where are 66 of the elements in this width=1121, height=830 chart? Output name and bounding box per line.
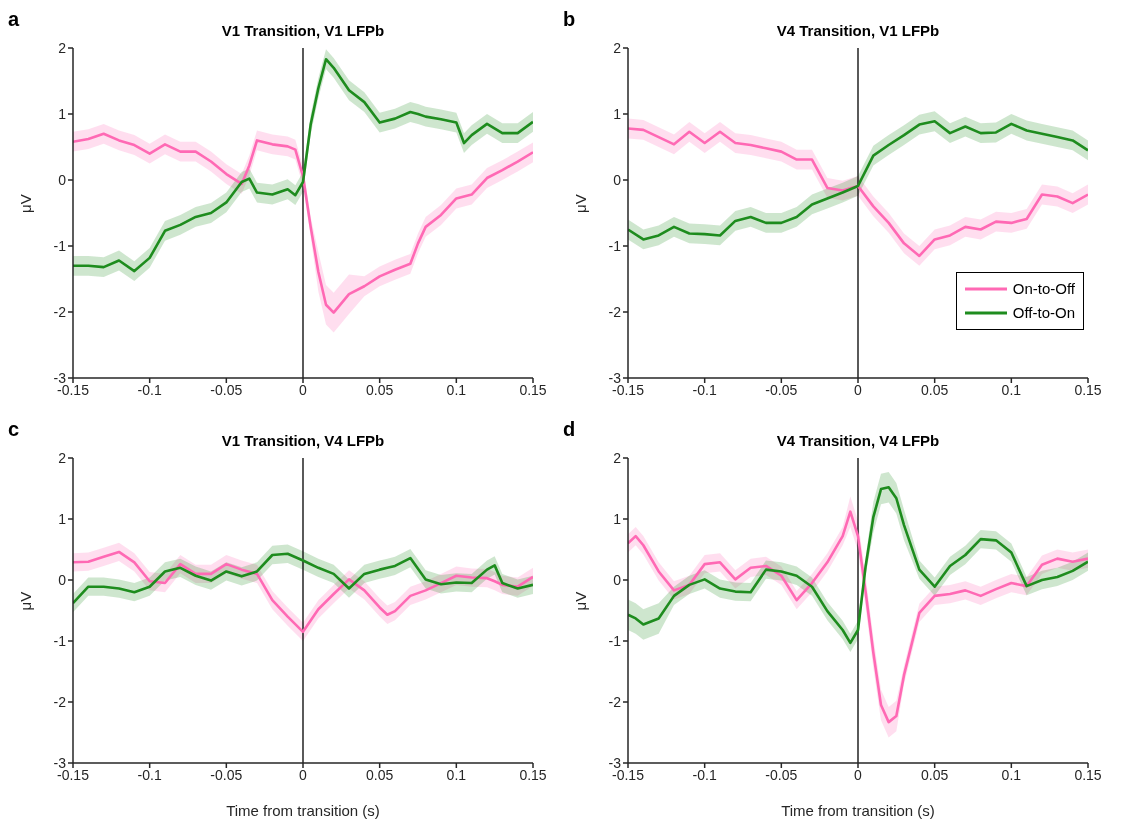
- x-axis-title: Time from transition (s): [781, 802, 935, 819]
- text: a: [8, 8, 20, 31]
- y-tick-label: 2: [613, 39, 622, 56]
- line-series: [73, 550, 533, 634]
- y-tick-label: 0: [58, 171, 67, 188]
- x-tick-label: 0: [854, 381, 863, 398]
- chart-title: V4 Transition, V1 LFPb: [775, 22, 941, 39]
- x-axis-title: Time from transition (s): [226, 802, 380, 819]
- x-tick-label: -0.05: [765, 766, 798, 783]
- x-tick-label: -0.1: [137, 381, 162, 398]
- y-tick-label: -1: [53, 237, 67, 254]
- x-tick-label: -0.1: [137, 766, 162, 783]
- x-tick-label: 0: [299, 766, 308, 783]
- chart-title: V1 Transition, V4 LFPb: [220, 432, 386, 449]
- x-tick-label: -0.1: [692, 766, 717, 783]
- text: c: [8, 418, 20, 441]
- y-tick-label: -3: [608, 369, 622, 386]
- chart-title: V1 Transition, V1 LFPb: [220, 22, 386, 39]
- y-axis-title: μV: [17, 591, 35, 611]
- x-tick-label: 0.05: [366, 381, 394, 398]
- x-tick-label: -0.05: [210, 381, 243, 398]
- y-axis-title: μV: [572, 591, 590, 611]
- x-tick-label: 0.1: [1001, 766, 1022, 783]
- x-tick-label: 0.15: [519, 381, 547, 398]
- x-tick-label: 0.05: [921, 766, 949, 783]
- y-tick-label: -1: [608, 237, 622, 254]
- text: d: [563, 418, 576, 441]
- text: b: [563, 8, 576, 31]
- y-tick-label: 2: [58, 449, 67, 466]
- y-axis-title: μV: [572, 194, 590, 213]
- x-tick-label: 0.1: [446, 766, 467, 783]
- legend-label: Off-to-On: [1012, 303, 1075, 324]
- chart-title: V4 Transition, V4 LFPb: [775, 432, 941, 449]
- y-tick-label: 1: [613, 510, 622, 527]
- y-tick-label: 2: [613, 449, 622, 466]
- x-tick-label: 0.1: [446, 381, 467, 398]
- y-tick-label: -2: [608, 303, 622, 320]
- x-tick-label: 0.15: [519, 766, 547, 783]
- x-tick-label: 0.1: [1001, 381, 1022, 398]
- x-tick-label: 0: [854, 766, 863, 783]
- y-tick-label: 1: [613, 105, 622, 122]
- y-tick-label: 1: [58, 105, 67, 122]
- x-tick-label: -0.1: [692, 381, 717, 398]
- x-tick-label: 0.05: [366, 766, 394, 783]
- y-tick-label: -3: [608, 754, 622, 771]
- x-tick-label: 0.15: [1074, 766, 1102, 783]
- x-tick-label: -0.05: [765, 381, 798, 398]
- y-tick-label: 0: [58, 571, 67, 588]
- legend-label: On-to-Off: [1012, 279, 1075, 300]
- y-tick-label: 0: [613, 571, 622, 588]
- x-tick-label: 0.05: [921, 381, 949, 398]
- y-tick-label: -3: [53, 754, 67, 771]
- y-tick-label: -3: [53, 369, 67, 386]
- x-tick-label: -0.05: [210, 766, 243, 783]
- y-tick-label: -2: [53, 693, 67, 710]
- y-tick-label: -1: [608, 632, 622, 649]
- y-tick-label: 1: [58, 510, 67, 527]
- y-tick-label: -1: [53, 632, 67, 649]
- y-tick-label: 2: [58, 39, 67, 56]
- x-tick-label: 0: [299, 381, 308, 398]
- line-series: [73, 552, 533, 605]
- y-tick-label: 0: [613, 171, 622, 188]
- y-tick-label: -2: [53, 303, 67, 320]
- y-axis-title: μV: [17, 194, 35, 213]
- y-tick-label: -2: [608, 693, 622, 710]
- x-tick-label: 0.15: [1074, 381, 1102, 398]
